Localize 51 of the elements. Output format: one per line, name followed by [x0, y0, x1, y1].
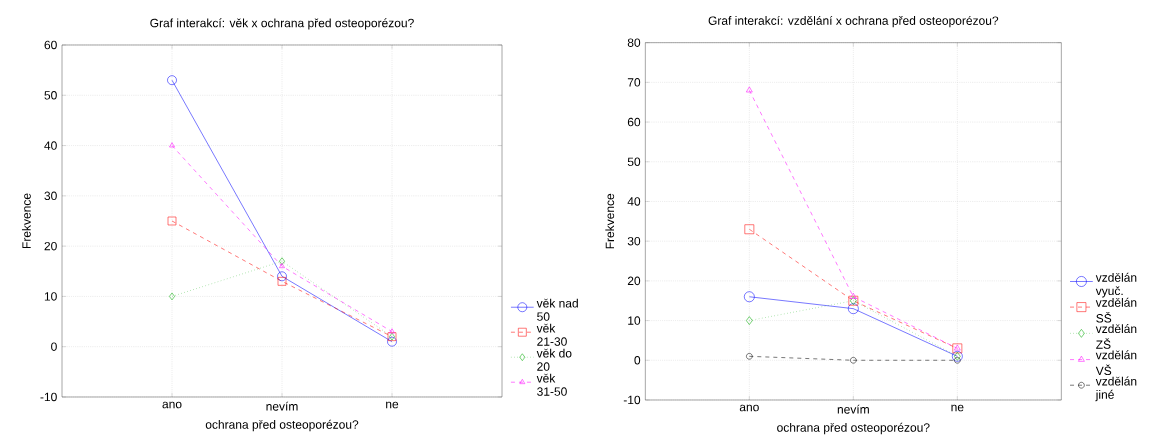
y-tick-label: 20: [627, 276, 641, 286]
x-tick-label: ne: [386, 401, 399, 409]
y-tick-label: 50: [44, 91, 57, 100]
y-tick-label: -10: [623, 395, 641, 405]
y-tick-label: 10: [44, 292, 57, 301]
point: [850, 357, 857, 364]
y-tick-label: 70: [627, 78, 641, 87]
y-tick-label: -10: [40, 392, 57, 402]
y-tick-label: 40: [44, 141, 57, 150]
y-tick-label: 60: [44, 40, 57, 50]
point: [279, 263, 285, 268]
legend-label: vzdělán jiné: [1095, 376, 1137, 402]
x-tick-label: nevím: [837, 404, 869, 414]
x-tick-label: ano: [162, 401, 182, 409]
x-tick-label: ne: [951, 404, 964, 412]
point: [169, 142, 175, 148]
x-tick-label: ano: [739, 404, 759, 412]
y-axis-title: Frekvence: [605, 193, 615, 249]
point: [387, 336, 397, 347]
legend-label: vzdělán vyuč.: [1095, 272, 1137, 298]
x-axis-title: ochrana před osteoporézou?: [777, 422, 930, 435]
y-tick-label: 30: [627, 236, 641, 246]
chart-title: Graf interakcí: věk x ochrana před osteoporézou?: [150, 18, 414, 30]
point: [277, 271, 287, 282]
point: [848, 303, 859, 314]
y-tick-label: 10: [628, 316, 641, 325]
x-axis-title: ochrana před osteoporézou?: [205, 419, 359, 432]
y-tick-label: 0: [634, 356, 641, 365]
y-tick-label: 0: [51, 342, 57, 351]
point: [746, 353, 753, 360]
y-tick-label: 80: [627, 38, 641, 47]
y-tick-label: 50: [627, 157, 641, 167]
point: [746, 316, 753, 325]
point: [389, 328, 395, 334]
x-tick-label: nevím: [266, 401, 298, 411]
y-tick-label: 30: [44, 191, 57, 201]
point: [744, 291, 755, 303]
y-tick-label: 60: [627, 117, 641, 127]
point: [746, 86, 753, 93]
point: [850, 293, 857, 299]
point: [167, 216, 177, 226]
chart-title: Graf interakcí: vzdělání x ochrana před osteoporézou?: [708, 15, 999, 28]
point: [167, 75, 177, 85]
y-axis-title: Frekvence: [21, 193, 31, 249]
point: [279, 257, 285, 265]
point: [744, 224, 755, 235]
y-tick-label: 40: [627, 197, 641, 206]
point: [277, 277, 287, 286]
point: [954, 357, 961, 364]
y-tick-label: 20: [44, 241, 57, 251]
legend-label: věk 31-50: [536, 373, 567, 396]
